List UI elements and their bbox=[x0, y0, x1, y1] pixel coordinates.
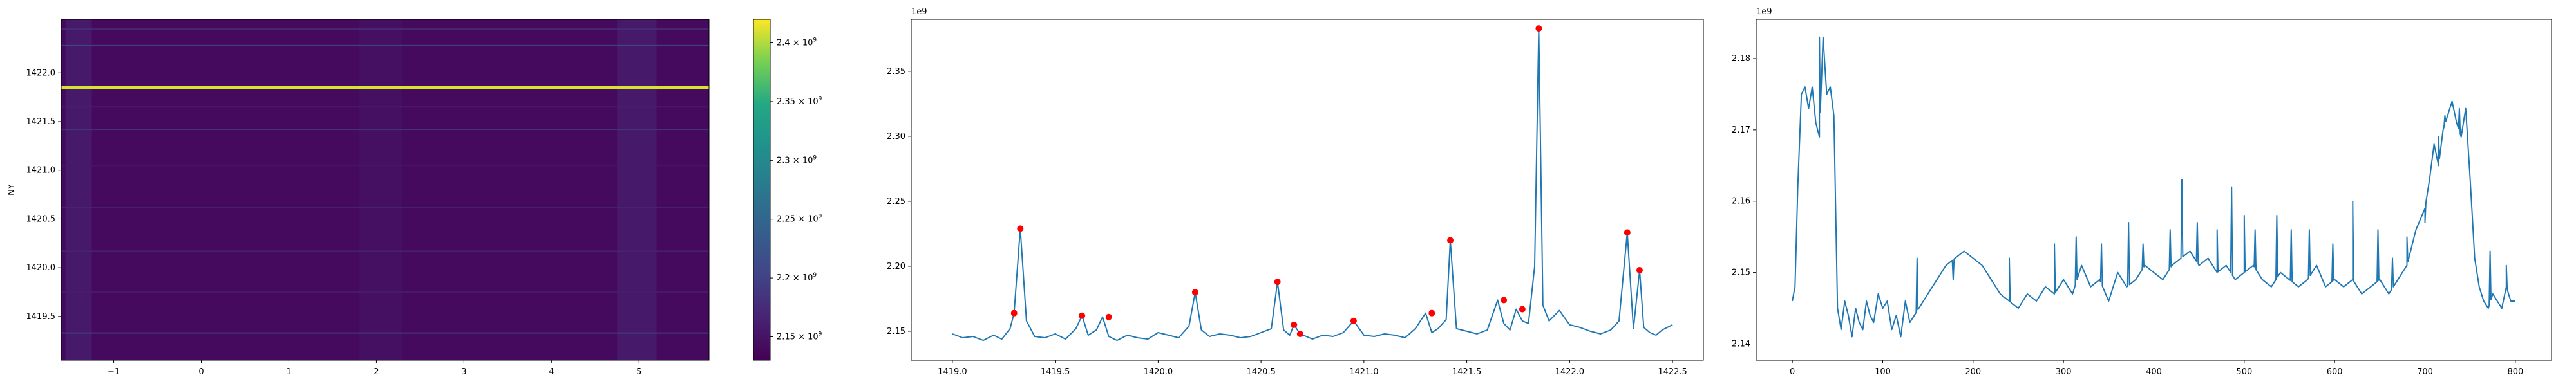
colorbar bbox=[753, 19, 771, 361]
peak-marker bbox=[1079, 312, 1086, 319]
peaks-plot-frame bbox=[911, 19, 1704, 361]
peak-marker bbox=[1428, 309, 1435, 317]
trace-x-tick-label: 400 bbox=[2146, 367, 2162, 377]
peak-marker bbox=[1624, 229, 1631, 236]
trace-y-tick-label: 2.17 bbox=[1732, 125, 1750, 135]
heatmap-y-tick-label: 1421.5 bbox=[26, 117, 56, 127]
peaks-offset-text: 1e9 bbox=[911, 7, 927, 17]
heatmap-panel: −1 0 1 2 3 4 5 1419.51420.01420.51421.01421.51… bbox=[7, 19, 822, 377]
peaks-y-tick-label: 2.30 bbox=[887, 132, 905, 142]
heatmap-x-tick-label: 3 bbox=[461, 367, 466, 377]
heatmap-x-tick-label: 2 bbox=[374, 367, 379, 377]
peaks-x-tick-label: 1419.5 bbox=[1041, 367, 1070, 377]
heatmap-y-tick-label: 1420.0 bbox=[26, 263, 56, 273]
trace-y-tick-label: 2.15 bbox=[1732, 268, 1750, 278]
trace-x-tick-label: 0 bbox=[1790, 367, 1795, 377]
peaks-y-ticks: 2.15 2.20 2.25 2.30 2.35 bbox=[887, 67, 911, 336]
heatmap-y-tick-label: 1421.0 bbox=[26, 166, 56, 176]
peak-marker bbox=[1291, 321, 1298, 328]
peak-marker bbox=[1191, 289, 1198, 296]
trace-y-tick-label: 2.14 bbox=[1732, 339, 1750, 349]
trace-series-path bbox=[1792, 36, 2515, 338]
trace-series-line bbox=[1792, 36, 2515, 338]
heatmap-x-tick-label: 1 bbox=[286, 367, 291, 377]
peak-marker bbox=[1501, 297, 1508, 304]
colorbar-tick-label: 2.2 × 109 bbox=[777, 272, 817, 283]
heatmap-bright-row bbox=[61, 207, 709, 208]
heatmap-bright-row bbox=[61, 86, 709, 89]
peaks-x-tick-label: 1421.5 bbox=[1452, 367, 1482, 377]
trace-x-tick-label: 700 bbox=[2417, 367, 2433, 377]
peaks-x-ticks: 1419.0 1419.5 1420.0 1420.5 1421.0 1421.5 1422… bbox=[938, 360, 1687, 377]
peak-marker bbox=[1274, 279, 1281, 286]
heatmap-bright-row bbox=[61, 291, 709, 293]
heatmap-image bbox=[61, 19, 709, 360]
trace-x-ticks: 0 100 200 300 400 500 600 700 800 bbox=[1790, 360, 2523, 377]
peaks-x-tick-label: 1422.0 bbox=[1555, 367, 1585, 377]
heatmap-y-tick-label: 1420.5 bbox=[26, 214, 56, 224]
peak-marker bbox=[1017, 225, 1024, 232]
peaks-line-panel: 1e9 1419.0 1419.5 1420.0 1420.5 1421.0 1421.5… bbox=[887, 7, 1704, 377]
trace-y-tick-label: 2.16 bbox=[1732, 197, 1750, 207]
colorbar-tick-label: 2.25 × 109 bbox=[777, 214, 822, 225]
heatmap-bright-row bbox=[61, 44, 709, 46]
heatmap-bright-row bbox=[61, 28, 709, 30]
peaks-x-tick-label: 1419.0 bbox=[938, 367, 967, 377]
heatmap-bright-column bbox=[359, 19, 403, 360]
heatmap-x-tick-label: 5 bbox=[636, 367, 641, 377]
heatmap-bright-row bbox=[61, 332, 709, 334]
trace-x-tick-label: 100 bbox=[1875, 367, 1891, 377]
heatmap-bright-row bbox=[61, 250, 709, 252]
peak-marker bbox=[1519, 306, 1526, 313]
colorbar-tick-label: 2.3 × 109 bbox=[777, 154, 817, 165]
heatmap-bright-row bbox=[61, 106, 709, 108]
heatmap-bright-column bbox=[617, 19, 657, 360]
peaks-series-path bbox=[952, 28, 1673, 342]
peak-marker bbox=[1535, 25, 1542, 32]
heatmap-x-tick-label: 0 bbox=[198, 367, 204, 377]
heatmap-x-ticks: −1 0 1 2 3 4 5 bbox=[108, 360, 641, 377]
peaks-x-tick-label: 1422.5 bbox=[1658, 367, 1687, 377]
peaks-y-tick-label: 2.25 bbox=[887, 197, 905, 207]
heatmap-y-ticks: 1419.5 1420.0 1420.5 1421.0 1421.5 1422.0 bbox=[26, 68, 61, 322]
trace-offset-text: 1e9 bbox=[1756, 7, 1772, 17]
heatmap-bright-column bbox=[65, 19, 92, 360]
colorbar-tick-label: 2.35 × 109 bbox=[777, 96, 822, 107]
peaks-series-line bbox=[952, 28, 1673, 342]
trace-x-tick-label: 300 bbox=[2056, 367, 2072, 377]
trace-x-tick-label: 500 bbox=[2236, 367, 2252, 377]
peak-marker bbox=[1636, 266, 1643, 273]
peaks-y-tick-label: 2.20 bbox=[887, 262, 905, 271]
heatmap-bright-row bbox=[61, 165, 709, 167]
colorbar-ticks: 2.15 × 109 2.2 × 109 2.25 × 109 2.3 × 109 2.… bbox=[770, 37, 822, 342]
heatmap-y-tick-label: 1422.0 bbox=[26, 68, 56, 78]
peak-marker bbox=[1296, 330, 1303, 337]
peaks-y-tick-label: 2.35 bbox=[887, 67, 905, 77]
heatmap-x-tick-label: 4 bbox=[549, 367, 554, 377]
trace-x-tick-label: 200 bbox=[1965, 367, 1981, 377]
trace-y-tick-label: 2.18 bbox=[1732, 54, 1750, 64]
heatmap-x-tick-label: −1 bbox=[108, 367, 120, 377]
colorbar-tick-label: 2.4 × 109 bbox=[777, 37, 817, 48]
peaks-x-tick-label: 1421.0 bbox=[1349, 367, 1379, 377]
peak-marker bbox=[1105, 313, 1112, 320]
heatmap-frame bbox=[61, 19, 710, 361]
heatmap-bright-row bbox=[61, 129, 709, 131]
peaks-y-tick-label: 2.15 bbox=[887, 327, 905, 336]
trace-x-tick-label: 600 bbox=[2327, 367, 2343, 377]
heatmap-y-axis-label: NY bbox=[7, 184, 17, 196]
trace-y-ticks: 2.14 2.15 2.16 2.17 2.18 bbox=[1732, 54, 1756, 349]
peaks-x-tick-label: 1420.5 bbox=[1246, 367, 1276, 377]
peak-marker bbox=[1447, 237, 1454, 244]
trace-line-panel: 1e9 0 100 200 300 400 500 600 700 800 2.142.152.… bbox=[1732, 7, 2552, 377]
heatmap-y-tick-label: 1419.5 bbox=[26, 312, 56, 322]
peaks-x-tick-label: 1420.0 bbox=[1144, 367, 1173, 377]
trace-x-tick-label: 800 bbox=[2507, 367, 2523, 377]
peak-marker bbox=[1010, 309, 1018, 317]
peak-markers bbox=[1010, 25, 1643, 337]
colorbar-tick-label: 2.15 × 109 bbox=[777, 331, 822, 342]
peak-marker bbox=[1350, 317, 1357, 324]
